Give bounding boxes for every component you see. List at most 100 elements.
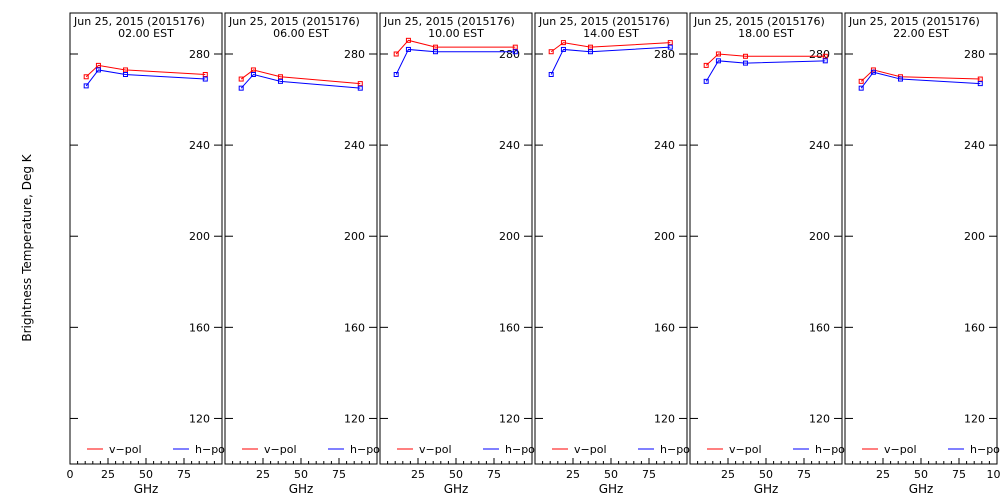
data-point-marker — [858, 78, 864, 84]
series-line-h-pol — [395, 48, 516, 75]
x-tick-label: 25 — [566, 468, 580, 481]
legend-label: h−pol — [350, 443, 383, 456]
y-tick-label: 240 — [964, 139, 985, 152]
data-point-marker — [277, 74, 283, 80]
y-tick-label: 280 — [654, 48, 675, 61]
data-point-marker — [897, 76, 903, 82]
legend-label: v−pol — [419, 443, 452, 456]
data-point-marker — [250, 67, 256, 73]
data-point-marker — [122, 72, 128, 77]
y-tick-label: 280 — [964, 48, 985, 61]
x-axis-label: GHz — [599, 482, 624, 496]
legend-label: v−pol — [264, 443, 297, 456]
data-point-marker — [405, 37, 411, 43]
x-tick-label: 50 — [294, 468, 308, 481]
chart-panel-6: Jun 25, 2015 (2015176)22.00 EST 120 160 200… — [844, 12, 1000, 496]
data-point-marker — [405, 46, 411, 52]
x-tick-label: 75 — [642, 468, 656, 481]
panel-subtitle: 06.00 EST — [273, 27, 329, 40]
y-tick-label: 200 — [499, 230, 520, 243]
x-tick-label: 0 — [67, 468, 74, 481]
series-line-v-pol — [85, 64, 206, 78]
data-point-marker — [560, 40, 566, 46]
data-point-marker — [83, 74, 89, 80]
panel-title: Jun 25, 2015 (2015176) — [693, 15, 825, 28]
x-tick-label: 100 — [987, 468, 1000, 481]
data-point-marker — [742, 53, 748, 59]
data-point-marker — [548, 72, 554, 77]
legend-label: h−pol — [195, 443, 228, 456]
y-tick-label: 240 — [499, 139, 520, 152]
series-line-h-pol — [705, 60, 826, 82]
legend-label: h−pol — [660, 443, 693, 456]
data-point-marker — [238, 76, 244, 82]
legend-label: v−pol — [109, 443, 142, 456]
series-line-v-pol — [860, 69, 981, 82]
data-point-marker — [587, 44, 593, 50]
data-point-marker — [560, 46, 566, 52]
panel-subtitle: 22.00 EST — [893, 27, 949, 40]
x-tick-label: 75 — [797, 468, 811, 481]
data-point-marker — [822, 58, 828, 64]
data-point-marker — [667, 40, 673, 46]
plot-frame — [534, 12, 688, 465]
data-point-marker — [202, 76, 208, 82]
data-point-marker — [715, 58, 721, 64]
y-tick-label: 160 — [189, 321, 210, 334]
x-tick-label: 25 — [411, 468, 425, 481]
y-tick-label: 120 — [809, 412, 830, 425]
data-point-marker — [95, 62, 101, 68]
data-point-marker — [95, 67, 101, 73]
series-line-v-pol — [705, 53, 826, 66]
y-tick-label: 200 — [189, 230, 210, 243]
chart-panel-3: Jun 25, 2015 (2015176)10.00 EST 120 160 200… — [379, 12, 538, 496]
data-point-marker — [822, 53, 828, 59]
panel-subtitle: 10.00 EST — [428, 27, 484, 40]
data-point-marker — [357, 85, 363, 91]
x-tick-label: 25 — [876, 468, 890, 481]
x-axis-label: GHz — [754, 482, 779, 496]
data-point-marker — [512, 49, 518, 55]
x-tick-label: 50 — [604, 468, 618, 481]
panel-subtitle: 02.00 EST — [118, 27, 174, 40]
y-tick-label: 160 — [344, 321, 365, 334]
data-point-marker — [742, 60, 748, 66]
data-point-marker — [977, 76, 983, 82]
x-tick-label: 50 — [139, 468, 153, 481]
panel-title: Jun 25, 2015 (2015176) — [228, 15, 360, 28]
y-tick-label: 160 — [499, 321, 520, 334]
chart-panel-5: Jun 25, 2015 (2015176)18.00 EST 120 160 200… — [689, 12, 848, 496]
y-tick-label: 280 — [809, 48, 830, 61]
x-axis-label: GHz — [134, 482, 159, 496]
legend-label: h−pol — [970, 443, 1000, 456]
data-point-marker — [870, 69, 876, 75]
x-tick-label: 25 — [721, 468, 735, 481]
chart-panel-4: Jun 25, 2015 (2015176)14.00 EST 120 160 200… — [534, 12, 693, 496]
x-tick-label: 25 — [101, 468, 115, 481]
y-tick-label: 120 — [654, 412, 675, 425]
x-tick-label: 75 — [332, 468, 346, 481]
x-axis-label: GHz — [444, 482, 469, 496]
y-tick-label: 280 — [344, 48, 365, 61]
y-tick-label: 240 — [809, 139, 830, 152]
series-line-h-pol — [85, 69, 206, 87]
series-line-h-pol — [240, 73, 361, 89]
panel-title: Jun 25, 2015 (2015176) — [73, 15, 205, 28]
y-tick-label: 120 — [189, 412, 210, 425]
data-point-marker — [277, 78, 283, 84]
data-point-marker — [512, 44, 518, 50]
chart-panel-2: Jun 25, 2015 (2015176)06.00 EST 120 160 200… — [224, 12, 383, 496]
legend-label: v−pol — [729, 443, 762, 456]
figure-y-axis-label: Brightness Temperature, Deg K — [20, 153, 34, 341]
series-line-h-pol — [550, 46, 671, 75]
plot-frame — [69, 12, 223, 465]
plot-frame — [844, 12, 998, 465]
series-line-v-pol — [240, 69, 361, 85]
data-point-marker — [587, 49, 593, 55]
legend-label: h−pol — [815, 443, 848, 456]
y-tick-label: 200 — [964, 230, 985, 243]
y-tick-label: 280 — [189, 48, 210, 61]
y-tick-label: 160 — [809, 321, 830, 334]
y-tick-label: 200 — [344, 230, 365, 243]
